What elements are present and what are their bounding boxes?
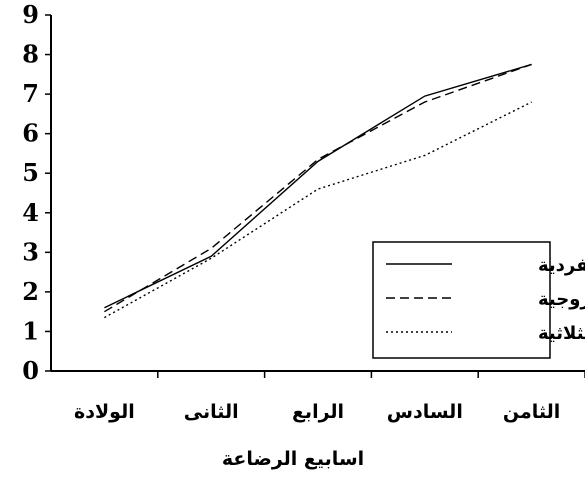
x-tick-label: الرابع [292, 401, 344, 423]
series-line-2 [104, 63, 532, 313]
x-tick-label: الولادة [74, 401, 135, 423]
y-axis: 0 1 2 3 4 5 6 7 8 9 [22, 0, 52, 385]
series-line-1 [104, 63, 532, 309]
legend-label: الزوجية [538, 289, 585, 310]
x-tick-label: السادس [387, 401, 463, 423]
y-tick-label: 6 [22, 119, 39, 148]
y-tick-label: 2 [22, 277, 39, 306]
y-tick-label: 1 [22, 316, 39, 345]
x-tick-label: الثامن [503, 401, 560, 423]
y-tick-label: 7 [22, 79, 39, 108]
y-tick-label: 4 [22, 198, 39, 227]
series-line-3 [104, 101, 532, 319]
y-tick-label: 0 [22, 356, 39, 385]
y-tick-label: 8 [22, 40, 39, 69]
x-axis-title: اسابيع الرضاعة [222, 448, 364, 470]
y-tick-label: 5 [22, 158, 39, 187]
legend-box [372, 241, 551, 359]
y-tick-label: 9 [22, 0, 39, 29]
y-tick-label: 3 [22, 237, 39, 266]
legend-label: الثلاثية [538, 323, 585, 344]
x-tick-label: الثانى [184, 401, 239, 423]
legend-label: الفردية [538, 255, 585, 276]
x-axis: الولادة الثانى الرابع السادس الثامن [51, 370, 585, 423]
series-lines [104, 63, 532, 319]
legend: الفردية الزوجية الثلاثية [372, 241, 585, 359]
